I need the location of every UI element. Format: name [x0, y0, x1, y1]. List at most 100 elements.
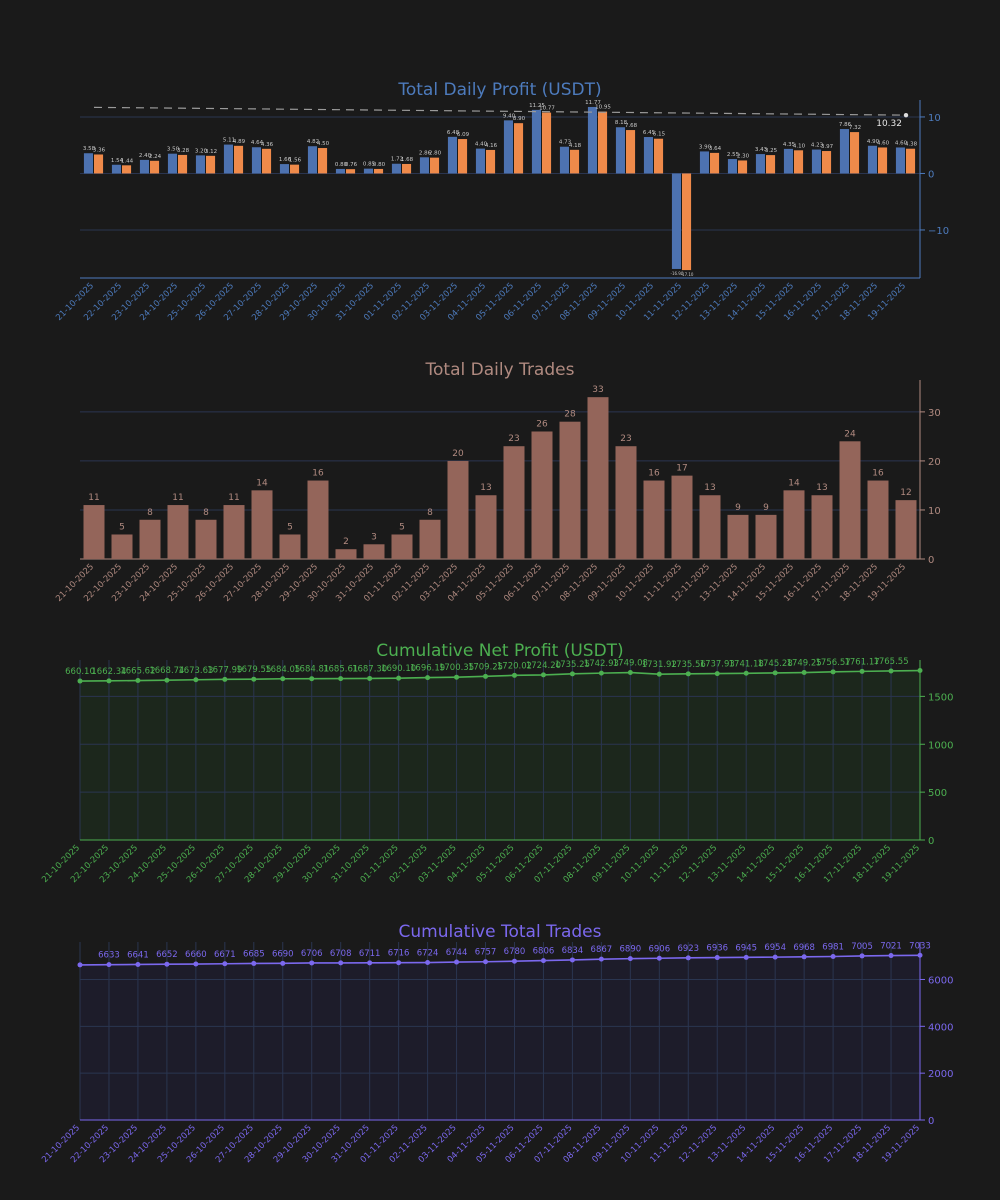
profit-bar: [363, 168, 373, 174]
profit-bar: [794, 150, 804, 174]
data-label: 6968: [793, 943, 815, 953]
trade-bar: [867, 480, 889, 559]
data-point: [251, 960, 257, 966]
profit-bar: [542, 112, 552, 174]
trade-bar: [643, 480, 665, 559]
profit-bar: [906, 148, 916, 174]
chart-profit: Total Daily Profit (USDT)−1001021-10-202…: [54, 80, 949, 323]
profit-bar: [234, 145, 244, 174]
profit-bar: [654, 138, 664, 174]
trade-bar: [251, 490, 273, 559]
trade-bar-label: 14: [256, 478, 268, 488]
data-point: [540, 958, 546, 964]
profit-bar: [335, 168, 345, 174]
trade-bar: [783, 490, 805, 559]
profit-bar: [111, 164, 121, 174]
trade-bar-label: 11: [228, 493, 239, 503]
data-label: 1742.93: [584, 659, 619, 669]
profit-bar: [531, 109, 541, 174]
data-point: [569, 957, 575, 963]
data-label: 1709.25: [468, 662, 503, 672]
y-tick-label: 500: [928, 788, 947, 799]
area-fill: [80, 955, 920, 1120]
data-label: 6890: [620, 945, 642, 955]
profit-bar: [682, 173, 692, 271]
profit-bar: [223, 144, 233, 174]
data-label: 660.10: [65, 667, 95, 677]
trade-bar: [363, 544, 385, 559]
trade-bar-label: 13: [704, 483, 715, 493]
profit-bar-label: 8.90: [513, 116, 526, 122]
profit-bar: [587, 106, 597, 174]
data-point: [396, 675, 402, 681]
data-label: 6690: [272, 949, 294, 959]
profit-bar-label: 3.20: [195, 148, 208, 154]
data-label: 6744: [446, 948, 468, 958]
data-point: [540, 672, 546, 678]
data-label: 7005: [851, 942, 873, 952]
profit-bar-label: 3.64: [709, 146, 722, 152]
trade-bar-label: 23: [620, 434, 631, 444]
profit-bar-label: 4.38: [905, 142, 918, 148]
data-point: [917, 668, 923, 674]
area-fill: [80, 670, 920, 840]
trade-bar: [167, 505, 189, 559]
profit-bar: [850, 132, 860, 174]
profit-bar: [307, 146, 317, 174]
y-tick-label: 0: [928, 169, 934, 180]
profit-bar: [895, 147, 905, 174]
data-label: 1665.62: [120, 667, 155, 677]
data-label: 6936: [706, 944, 728, 954]
data-label: 6708: [330, 949, 352, 959]
profit-bar-label: 0.80: [373, 162, 386, 168]
trade-bar-label: 13: [480, 483, 491, 493]
profit-bar-label: 7.68: [625, 123, 638, 129]
profit-bar-label: 3.90: [699, 144, 712, 150]
data-point: [77, 678, 83, 684]
profit-bar-label: 4.73: [559, 140, 572, 146]
profit-bar-label: 2.80: [429, 151, 442, 157]
profit-bar-label: 2.86: [419, 150, 432, 156]
data-point: [598, 956, 604, 962]
profit-bar-label: 3.50: [167, 147, 180, 153]
data-label: 6706: [301, 949, 323, 959]
data-label: 1735.25: [555, 660, 590, 670]
data-label: 1690.10: [381, 664, 416, 674]
profit-bar: [139, 159, 149, 174]
trade-bar-label: 9: [763, 503, 769, 513]
profit-bar: [318, 148, 328, 174]
profit-bar-label: 4.64: [251, 140, 264, 146]
data-label: 1749.08: [613, 659, 648, 669]
data-label: 6834: [562, 946, 584, 956]
trade-bar-label: 26: [536, 419, 548, 429]
trade-bar-label: 16: [648, 469, 660, 479]
data-label: 6724: [417, 949, 439, 959]
data-point: [135, 678, 141, 684]
profit-bar: [626, 130, 636, 174]
profit-bar-label: 1.44: [121, 158, 134, 164]
profit-bar-label: 1.54: [111, 158, 124, 164]
profit-bar-label: 4.16: [485, 143, 498, 149]
chart-title: Cumulative Total Trades: [399, 922, 602, 942]
data-label: 1731.92: [642, 660, 677, 670]
data-label: 6945: [735, 943, 757, 953]
data-label: 6923: [677, 944, 699, 954]
chart-cum_profit: Cumulative Net Profit (USDT) 0 500 1000 1500…: [40, 641, 953, 885]
trade-bar-label: 14: [788, 478, 800, 488]
data-point: [888, 668, 894, 674]
data-point: [367, 960, 373, 966]
profit-bar: [755, 154, 765, 174]
data-label: 6660: [185, 950, 207, 960]
data-label: 1684.81: [294, 665, 329, 675]
data-point: [106, 678, 112, 684]
data-label: 6685: [243, 949, 265, 959]
y-tick-label: 1500: [928, 692, 953, 703]
trade-bar: [195, 519, 217, 559]
chart-cum_trades: Cumulative Total Trades020004000600021-1…: [40, 922, 953, 1165]
profit-bar: [430, 157, 440, 174]
data-point: [280, 676, 286, 682]
profit-bar-label: 0.76: [345, 162, 358, 168]
profit-bar-label: 6.48: [447, 130, 460, 136]
profit-bar-label: 10.95: [595, 105, 611, 111]
data-point: [309, 676, 315, 682]
